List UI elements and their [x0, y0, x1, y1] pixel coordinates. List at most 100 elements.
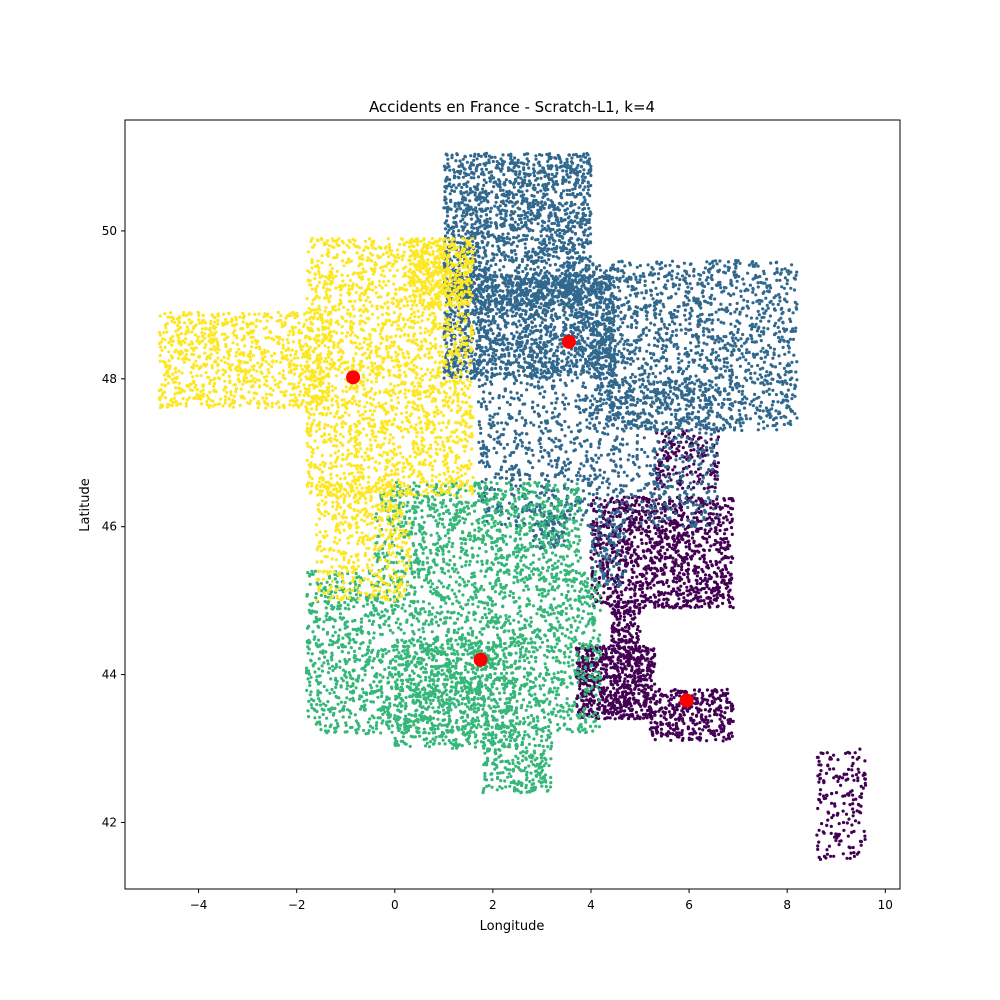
data-point [522, 357, 526, 361]
data-point [507, 200, 511, 204]
data-point [653, 710, 658, 714]
data-point [828, 755, 832, 760]
data-point [677, 513, 681, 518]
data-point [614, 612, 618, 616]
data-point [580, 691, 584, 695]
data-point [636, 563, 640, 567]
data-point [460, 185, 464, 190]
data-point [709, 527, 713, 531]
data-point [841, 809, 845, 813]
data-point [578, 661, 582, 665]
data-point [585, 151, 589, 156]
data-point [660, 692, 664, 696]
data-point [542, 170, 547, 175]
data-point [561, 265, 565, 269]
data-point [727, 581, 731, 585]
data-point [634, 631, 639, 636]
data-point [526, 182, 530, 187]
data-point [453, 170, 457, 174]
data-point [633, 584, 638, 588]
data-point [468, 187, 473, 191]
data-point [476, 152, 481, 157]
data-point [634, 682, 638, 687]
data-point [653, 720, 657, 725]
data-point [615, 573, 620, 577]
data-point [573, 202, 577, 206]
data-point [567, 227, 571, 231]
data-point [521, 200, 525, 204]
data-point [553, 239, 557, 243]
data-point [482, 199, 486, 203]
data-point [488, 217, 492, 221]
data-point [695, 518, 700, 522]
data-point [853, 751, 857, 755]
data-point [590, 652, 595, 656]
data-point [705, 722, 709, 726]
data-point [665, 695, 669, 699]
data-point [633, 521, 637, 525]
data-point [661, 580, 665, 584]
data-point [589, 691, 593, 695]
data-point [471, 163, 475, 167]
data-point [640, 583, 645, 588]
data-point [836, 758, 840, 762]
data-point [825, 751, 829, 755]
data-point [567, 215, 571, 219]
data-point [854, 797, 858, 801]
data-point [659, 511, 664, 515]
data-point [722, 724, 726, 729]
data-point [557, 238, 562, 243]
data-point [851, 802, 855, 806]
data-point [530, 280, 534, 285]
data-point [612, 546, 616, 550]
data-point [549, 199, 553, 203]
data-point [719, 575, 723, 579]
data-point [721, 691, 725, 695]
data-point [677, 449, 681, 453]
data-point [626, 660, 630, 665]
data-point [651, 572, 655, 576]
data-point [610, 651, 614, 655]
data-point [630, 645, 634, 650]
data-point [618, 514, 622, 519]
data-point [624, 604, 628, 608]
data-point [725, 582, 729, 586]
data-point [631, 697, 636, 701]
data-point [841, 820, 846, 825]
data-point [648, 727, 652, 731]
data-point [581, 188, 586, 192]
data-point [711, 502, 716, 506]
data-point [667, 584, 671, 588]
data-point [626, 686, 630, 691]
data-point [645, 652, 649, 656]
data-point [619, 558, 623, 562]
data-point [459, 169, 463, 173]
data-point [825, 823, 829, 828]
data-point [669, 592, 673, 596]
data-point [674, 558, 678, 562]
data-point [663, 711, 668, 715]
data-point [717, 517, 721, 522]
data-point [644, 520, 649, 525]
data-point [603, 600, 608, 605]
data-point [672, 696, 676, 700]
data-point [713, 734, 717, 738]
data-point [694, 731, 698, 735]
data-point [488, 210, 493, 214]
data-point [713, 538, 718, 543]
data-point [569, 171, 573, 175]
data-point [483, 152, 487, 156]
data-point [578, 257, 582, 261]
data-point [680, 733, 684, 737]
data-point [565, 247, 569, 251]
data-point [675, 602, 679, 606]
data-point [638, 629, 642, 634]
data-point [671, 468, 675, 472]
data-point [653, 575, 657, 579]
data-point [720, 580, 724, 585]
data-point [690, 554, 695, 558]
data-point [650, 662, 654, 666]
data-point [617, 716, 622, 720]
data-point [721, 521, 725, 525]
data-point [620, 498, 624, 502]
